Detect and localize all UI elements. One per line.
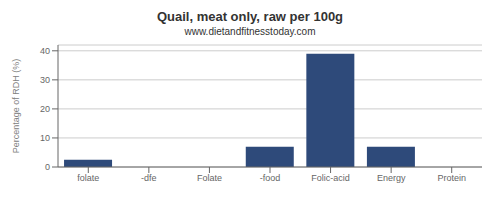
svg-text:10: 10 bbox=[40, 133, 50, 143]
svg-text:30: 30 bbox=[40, 75, 50, 85]
svg-text:folate: folate bbox=[77, 173, 99, 183]
svg-text:Protein: Protein bbox=[437, 173, 466, 183]
svg-text:40: 40 bbox=[40, 46, 50, 56]
svg-text:0: 0 bbox=[45, 162, 50, 172]
svg-text:Folic-acid: Folic-acid bbox=[311, 173, 350, 183]
svg-text:Percentage of RDH (%): Percentage of RDH (%) bbox=[11, 59, 21, 154]
html-text:www.dietandfitnesstoday.com: www.dietandfitnesstoday.com bbox=[184, 26, 316, 37]
svg-text:Folate: Folate bbox=[197, 173, 222, 183]
svg-text:Energy: Energy bbox=[377, 173, 406, 183]
svg-text:-dfe: -dfe bbox=[141, 173, 157, 183]
html-text:Quail, meat only, raw per 100g: Quail, meat only, raw per 100g bbox=[156, 9, 344, 24]
svg-text:20: 20 bbox=[40, 104, 50, 114]
svg-text:-food: -food bbox=[260, 173, 281, 183]
